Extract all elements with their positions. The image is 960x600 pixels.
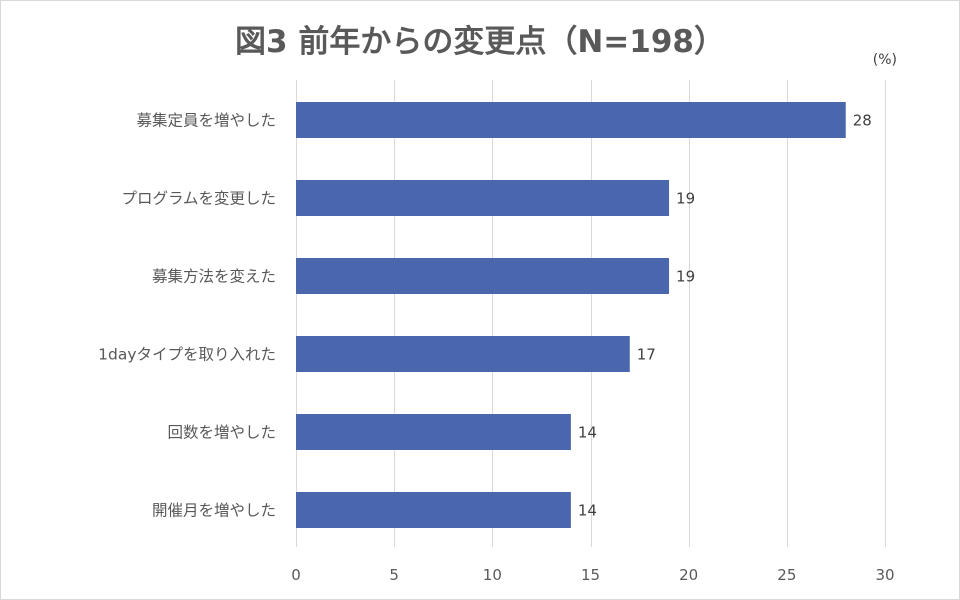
data-label: 19: [676, 190, 695, 208]
bar: [296, 102, 846, 138]
x-tick-label: 30: [875, 566, 894, 584]
chart-title: 図3 前年からの変更点（N=198）: [235, 24, 725, 60]
x-tick-label: 25: [777, 566, 796, 584]
bar: [296, 336, 630, 372]
x-tick-label: 0: [291, 566, 301, 584]
data-label: 14: [578, 502, 597, 520]
category-label: 回数を増やした: [167, 424, 276, 442]
unit-label: (%): [873, 52, 897, 68]
x-tick-label: 10: [483, 566, 502, 584]
category-label: 募集方法を変えた: [152, 268, 276, 286]
gridlines: [296, 80, 886, 547]
category-label: プログラムを変更した: [121, 190, 276, 208]
bar: [296, 414, 571, 450]
data-label: 19: [676, 268, 695, 286]
data-label: 14: [578, 424, 597, 442]
bar: [296, 258, 670, 294]
bars: 28 19 19 17 14 14: [296, 102, 872, 528]
x-tick-label: 15: [581, 566, 600, 584]
x-tick-label: 20: [679, 566, 698, 584]
data-label: 28: [853, 112, 872, 130]
data-label: 17: [637, 346, 656, 364]
category-label: 開催月を増やした: [152, 502, 276, 520]
bar: [296, 180, 670, 216]
x-tick-label: 5: [389, 566, 399, 584]
x-axis-ticks: 0 5 10 15 20 25 30: [291, 566, 894, 584]
bar: [296, 492, 571, 528]
category-label: 1dayタイプを取り入れた: [98, 346, 276, 364]
category-label: 募集定員を増やした: [136, 112, 276, 130]
